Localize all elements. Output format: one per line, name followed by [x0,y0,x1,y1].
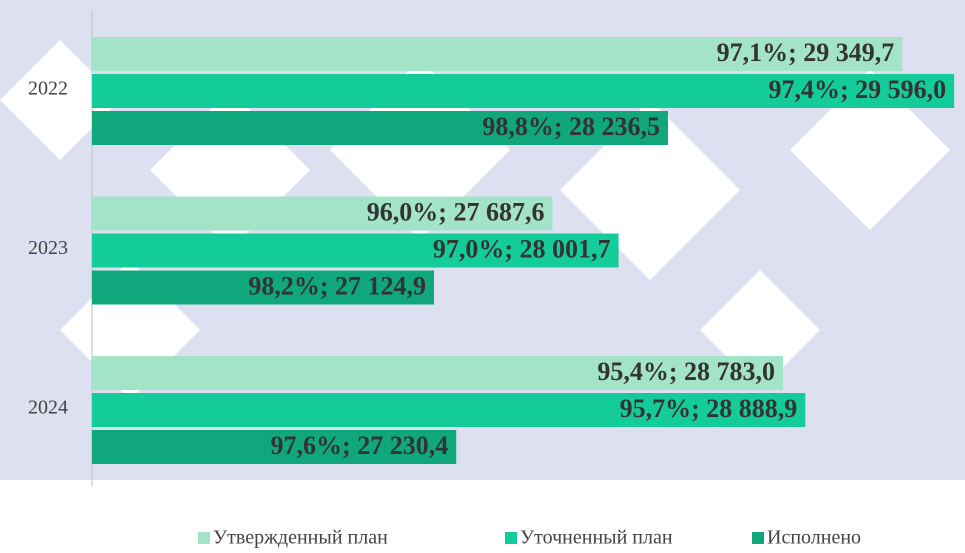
legend-swatch [198,532,210,544]
bar [92,37,903,71]
data-label: 97,6%; 27 230,4 [271,431,449,460]
y-tick-label: 2024 [28,397,68,419]
bar [92,196,553,231]
y-tick-label: 2023 [28,237,68,259]
data-label: 97,4%; 29 596,0 [768,75,946,104]
data-label: 97,0%; 28 001,7 [433,234,611,263]
legend-label: Исполнено [767,527,861,549]
data-label: 96,0%; 27 687,6 [367,197,545,226]
legend-swatch [752,532,764,544]
legend-swatch [505,532,517,544]
bar [92,356,784,390]
bar [92,111,668,145]
data-label: 95,4%; 28 783,0 [597,357,775,386]
bar [92,233,619,268]
data-label: 95,7%; 28 888,9 [620,394,798,423]
bar [92,270,435,305]
bar [92,74,955,108]
bar [92,430,457,464]
legend-label: Утвержденный план [213,527,388,549]
bar [92,393,806,427]
data-label: 98,8%; 28 236,5 [482,112,660,141]
legend-label: Уточненный план [520,527,673,549]
data-label: 97,1%; 29 349,7 [717,38,895,67]
y-tick-label: 2022 [28,78,68,100]
data-label: 98,2%; 27 124,9 [248,271,426,300]
